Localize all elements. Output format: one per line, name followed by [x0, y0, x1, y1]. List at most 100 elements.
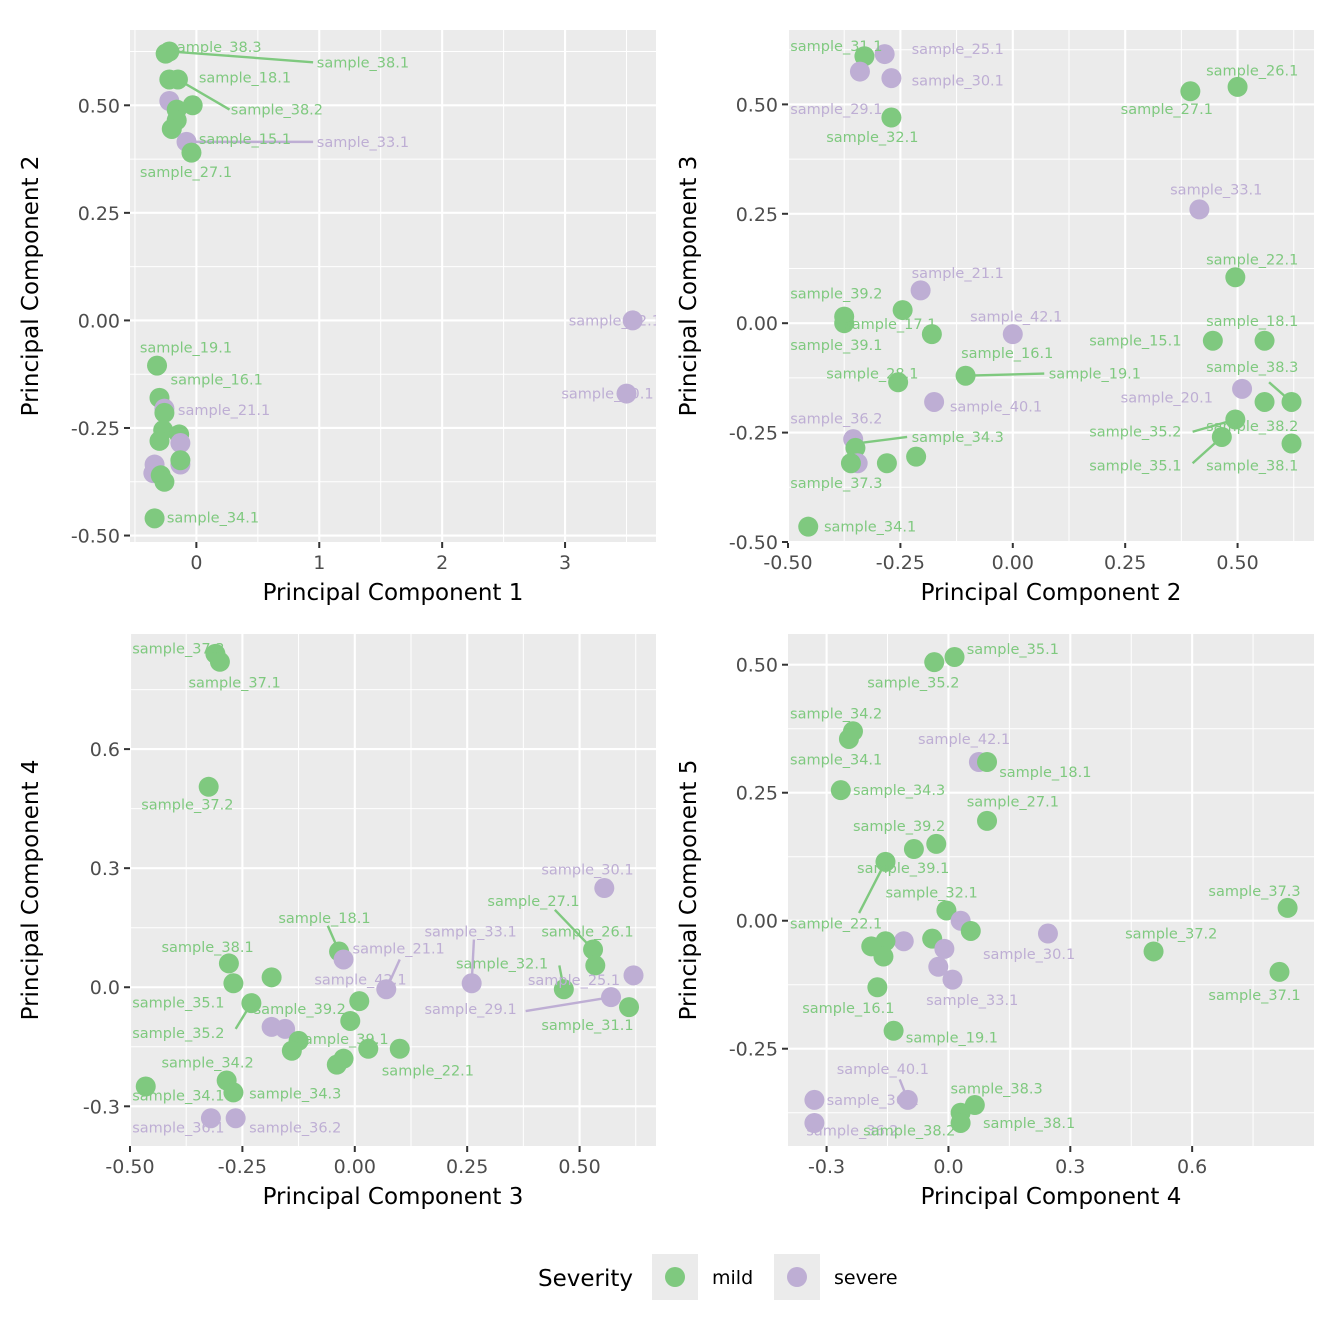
point-severe: [200, 1108, 221, 1129]
point-label: sample_39.2: [853, 819, 945, 835]
point-label: sample_29.1: [790, 102, 882, 118]
point-mild: [924, 652, 945, 673]
y-axis-title: Principal Component 2: [18, 156, 44, 417]
point-mild: [906, 446, 927, 467]
point-mild: [154, 402, 175, 423]
x-tick-label: 0.25: [1104, 552, 1146, 574]
point-label: sample_30.1: [912, 73, 1004, 89]
x-axis-title: Principal Component 1: [263, 580, 524, 606]
point-mild: [1225, 409, 1246, 430]
x-tick-label: 0.00: [992, 552, 1034, 574]
point-label: sample_22.1: [1206, 253, 1298, 269]
point-mild: [838, 728, 859, 749]
point-label: sample_42.1: [314, 972, 406, 988]
point-label: sample_34.2: [161, 1056, 253, 1072]
point-mild: [209, 651, 230, 672]
point-label: sample_40.1: [950, 399, 1042, 415]
point-label: sample_35.1: [967, 642, 1059, 658]
point-mild: [936, 900, 957, 921]
point-severe: [623, 965, 644, 986]
point-label: sample_33.1: [424, 925, 516, 941]
point-severe: [928, 956, 949, 977]
point-label: sample_20.1: [1121, 391, 1213, 407]
point-mild: [223, 1082, 244, 1103]
point-mild: [926, 833, 947, 854]
panel-background: [788, 30, 1314, 542]
x-axis-title: Principal Component 2: [921, 580, 1182, 606]
point-mild: [1254, 330, 1275, 351]
point-mild: [1227, 76, 1248, 97]
point-severe: [622, 310, 643, 331]
point-label: sample_36.2: [790, 412, 882, 428]
y-tick-label: 0.6: [90, 739, 120, 761]
point-severe: [1232, 378, 1253, 399]
point-label: sample_30.1: [983, 947, 1075, 963]
point-label: sample_25.1: [528, 973, 620, 989]
point-label: sample_37.1: [188, 675, 280, 691]
x-tick-label: 0: [190, 552, 202, 574]
data-layer: sample_35.1 sample_35.2 sample_34.2 sample_…: [790, 642, 1301, 1140]
x-tick-label: 0.50: [1216, 552, 1258, 574]
x-tick-label: 0.6: [1177, 1156, 1207, 1178]
point-label: sample_42.1: [918, 732, 1010, 748]
x-tick-label: -0.25: [218, 1156, 267, 1178]
x-tick-label: -0.50: [105, 1156, 154, 1178]
point-label: sample_37.1: [1208, 988, 1300, 1004]
label-leader-line: [171, 50, 314, 64]
point-label: sample_18.1: [1206, 314, 1298, 330]
point-label: sample_34.3: [249, 1087, 341, 1103]
point-label: sample_34.1: [167, 510, 259, 526]
point-label: sample_38.3: [1206, 360, 1298, 376]
point-label: sample_37.3: [132, 642, 224, 658]
point-label: sample_16.1: [171, 372, 263, 388]
y-tick-label: 0.00: [78, 310, 120, 332]
point-mild: [834, 313, 855, 334]
point-label: sample_34.1: [824, 520, 916, 536]
point-mild: [1143, 941, 1164, 962]
label-leader-line: [965, 372, 1045, 377]
point-label: sample_18.1: [278, 911, 370, 927]
point-label: sample_27.1: [487, 894, 579, 910]
panel-background: [130, 30, 656, 542]
y-axis-title: Principal Component 5: [676, 760, 702, 1021]
point-label: sample_37.3: [1208, 884, 1300, 900]
y-tick-label: 0.00: [736, 911, 778, 933]
point-mild: [1281, 391, 1302, 412]
y-tick-label: 0.50: [78, 95, 120, 117]
point-label: sample_15.1: [1089, 334, 1181, 350]
point-mild: [281, 1040, 302, 1061]
point-label: sample_33.1: [1170, 183, 1262, 199]
point-label: sample_39.1: [790, 338, 882, 354]
point-severe: [910, 280, 931, 301]
point-mild: [854, 46, 875, 67]
point-label: sample_40.1: [561, 387, 653, 403]
y-tick-label: -0.25: [71, 418, 120, 440]
point-mild: [875, 851, 896, 872]
point-severe: [601, 987, 622, 1008]
point-label: sample_18.1: [199, 70, 291, 86]
point-label: sample_36.1: [132, 1120, 224, 1136]
point-mild: [798, 516, 819, 537]
point-severe: [893, 931, 914, 952]
panel-3: -0.50 -0.25 0.00 0.25 0.50 -0.3 0.0 0.3 0.6 Princ…: [18, 634, 656, 1210]
y-tick-label: 0.25: [736, 204, 778, 226]
point-severe: [942, 969, 963, 990]
point-label: sample_39.2: [790, 286, 882, 302]
x-tick-label: 1: [313, 552, 325, 574]
point-mild: [1180, 81, 1201, 102]
point-mild: [1225, 267, 1246, 288]
legend-title: Severity: [538, 1266, 633, 1292]
point-mild: [1281, 433, 1302, 454]
legend: Severity mild severe: [538, 1254, 898, 1300]
point-label: sample_34.3: [912, 430, 1004, 446]
x-tick-label: -0.3: [808, 1156, 845, 1178]
point-label: sample_39.2: [254, 1002, 346, 1018]
point-mild: [1202, 330, 1223, 351]
point-mild: [1254, 391, 1275, 412]
y-tick-label: -0.25: [729, 423, 778, 445]
point-label: sample_22.1: [382, 1064, 474, 1080]
y-tick-label: -0.50: [71, 526, 120, 548]
y-tick-label: 0.50: [736, 655, 778, 677]
point-label: sample_38.2: [1206, 419, 1298, 435]
point-label: sample_37.2: [1125, 927, 1217, 943]
